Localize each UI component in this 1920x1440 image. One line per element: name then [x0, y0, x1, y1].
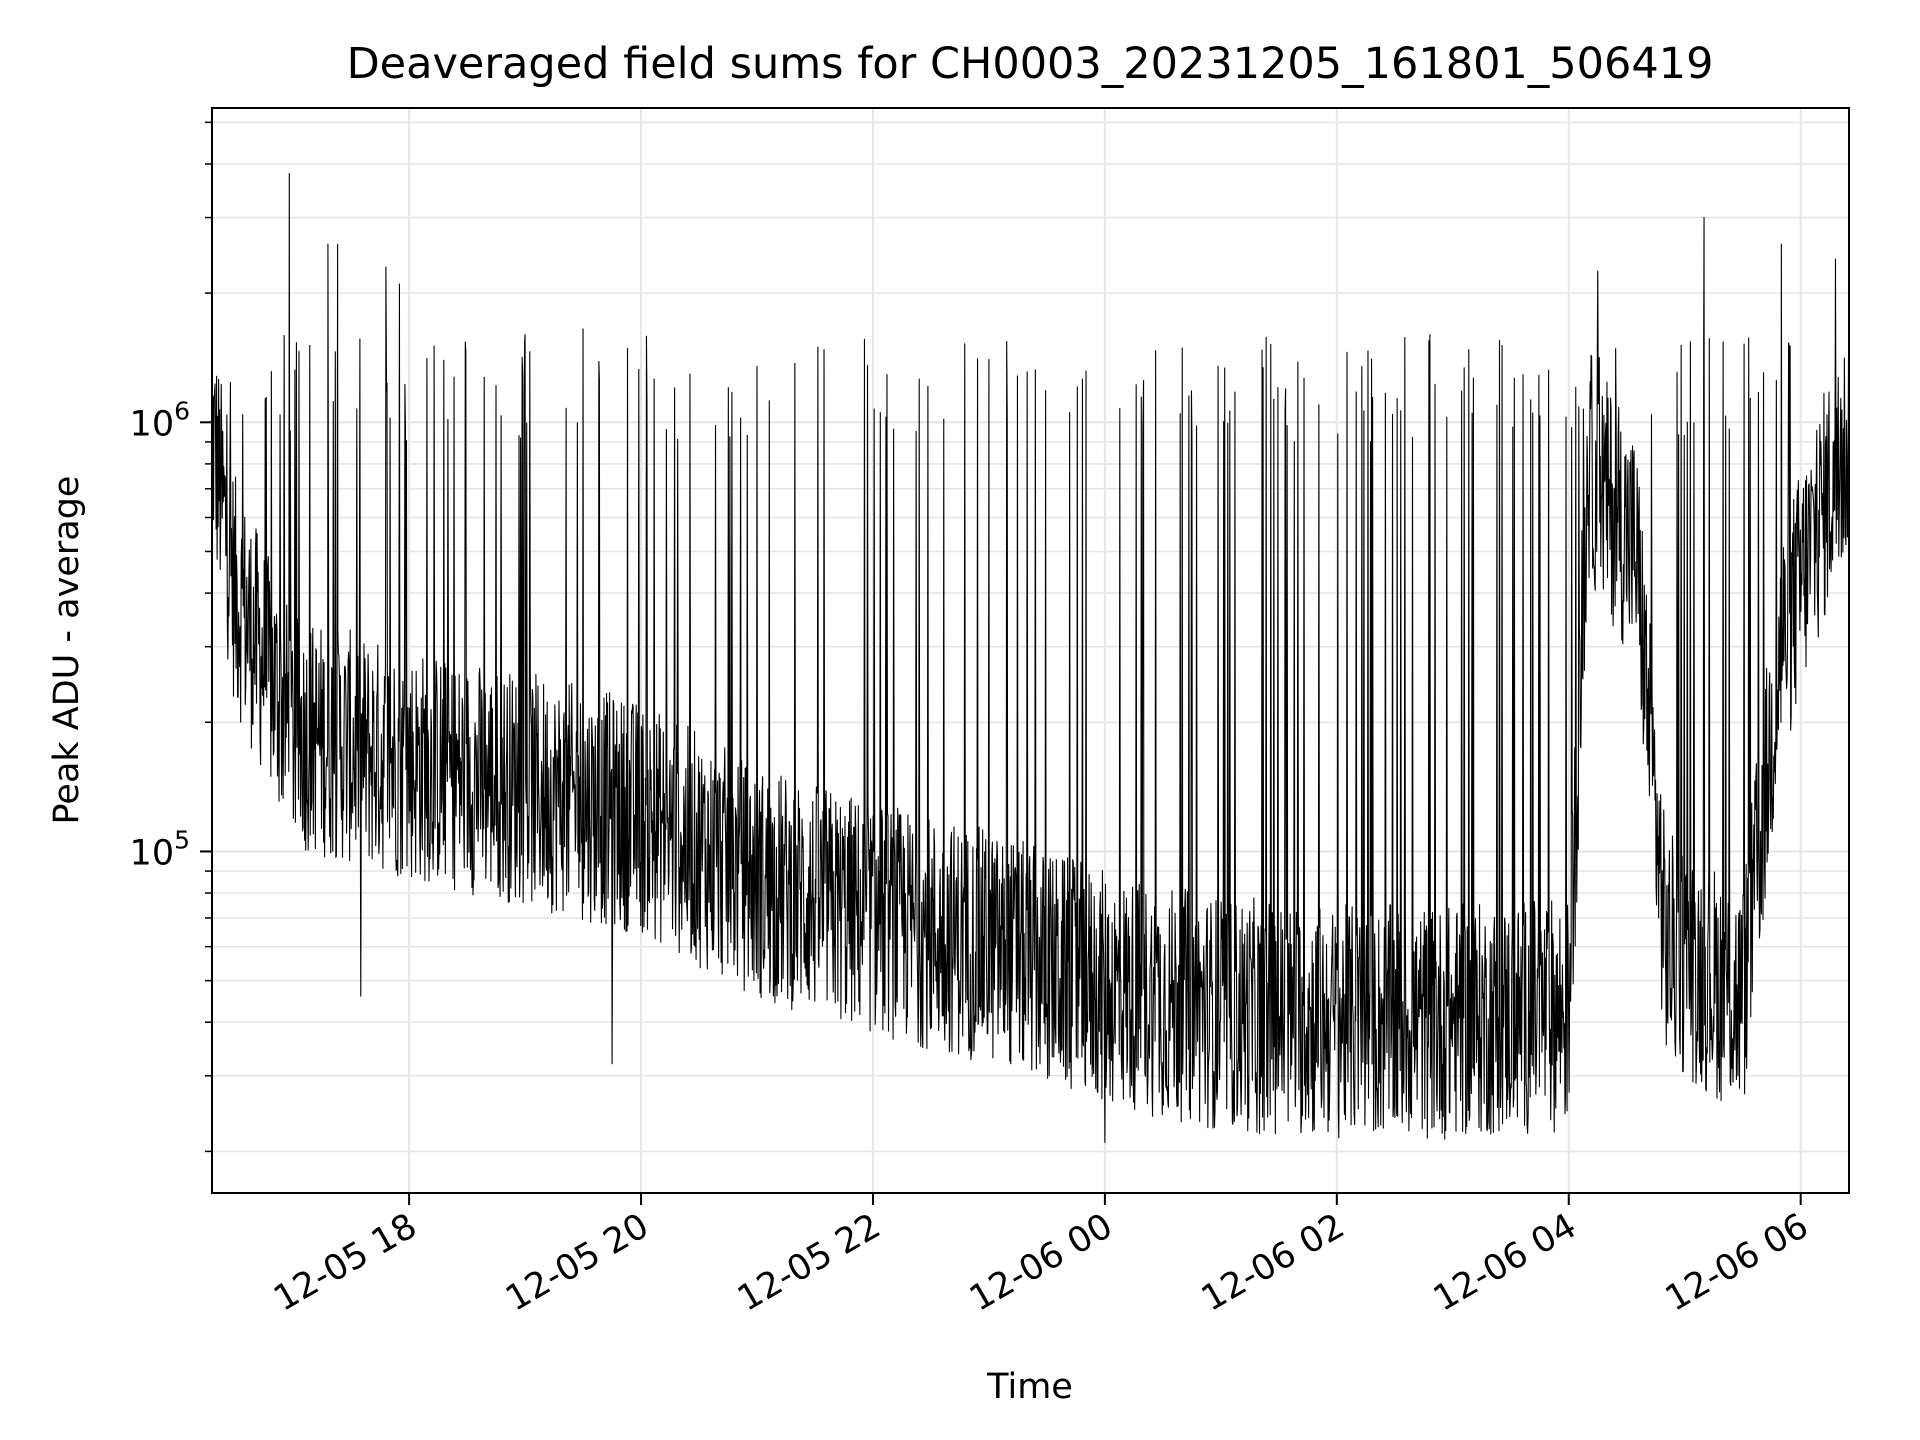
series-line: [211, 172, 1850, 1143]
y-axis-label: Peak ADU - average: [47, 476, 87, 825]
y-tick-label: 105: [130, 825, 190, 873]
y-tick-label: 106: [130, 396, 190, 444]
y-axis: 105 106: [130, 121, 212, 1153]
x-axis: 12-05 18 12-05 20 12-05 22 12-06 00 12-06 02…: [267, 1193, 1815, 1319]
grid: [212, 108, 1849, 1193]
x-tick-label: 12-06 04: [1427, 1206, 1583, 1319]
plot-frame: [211, 107, 1850, 1194]
x-tick-label: 12-05 18: [267, 1206, 423, 1319]
x-tick-label: 12-06 02: [1195, 1206, 1351, 1319]
x-tick-label: 12-05 22: [731, 1206, 887, 1319]
x-tick-label: 12-06 00: [963, 1206, 1119, 1319]
x-tick-label: 12-05 20: [499, 1206, 655, 1319]
x-axis-label: Time: [986, 1367, 1073, 1407]
chart-title: Deaveraged field sums for CH0003_2023120…: [347, 39, 1714, 89]
series-group: [211, 172, 1850, 1143]
x-tick-label: 12-06 06: [1659, 1206, 1815, 1319]
